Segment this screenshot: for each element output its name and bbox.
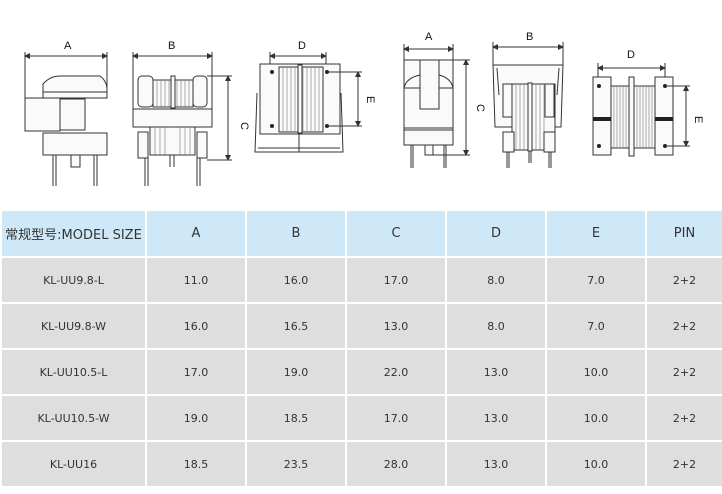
cell-e: 10.0 <box>545 394 647 442</box>
cell-e: 7.0 <box>545 256 647 304</box>
cell-a: 19.0 <box>145 394 247 442</box>
table-row: KL-UU16 18.5 23.5 28.0 13.0 10.0 2+2 <box>0 440 722 488</box>
drawing-uu16-side-a: A C <box>403 31 486 168</box>
cell-model: KL-UU9.8-L <box>0 256 147 304</box>
dimension-label-e: E <box>364 96 376 103</box>
drawing-uu9-front-b: B C <box>132 40 250 186</box>
header-c: C <box>345 209 447 258</box>
header-b: B <box>245 209 347 258</box>
cell-d: 13.0 <box>445 440 547 488</box>
dimension-label-a-2: A <box>425 31 433 43</box>
drawing-uu9-side-a: A <box>24 40 108 186</box>
dimension-label-c: C <box>238 122 250 130</box>
table-row: KL-UU9.8-W 16.0 16.5 13.0 8.0 7.0 2+2 <box>0 302 722 350</box>
cell-pin: 2+2 <box>645 302 722 350</box>
table-row: KL-UU10.5-W 19.0 18.5 17.0 13.0 10.0 2+2 <box>0 394 722 442</box>
cell-d: 13.0 <box>445 394 547 442</box>
cell-e: 7.0 <box>545 302 647 350</box>
cell-pin: 2+2 <box>645 440 722 488</box>
cell-d: 8.0 <box>445 302 547 350</box>
cell-e: 10.0 <box>545 440 647 488</box>
cell-pin: 2+2 <box>645 394 722 442</box>
header-pin: PIN <box>645 209 722 258</box>
dimension-label-c-2: C <box>474 104 486 112</box>
drawing-uu16-front-b: B <box>492 31 564 168</box>
cell-e: 10.0 <box>545 348 647 396</box>
cell-c: 13.0 <box>345 302 447 350</box>
cell-b: 23.5 <box>245 440 347 488</box>
cell-c: 17.0 <box>345 394 447 442</box>
cell-model: KL-UU16 <box>0 440 147 488</box>
dimension-label-d: D <box>298 40 306 52</box>
cell-c: 17.0 <box>345 256 447 304</box>
table-row: KL-UU10.5-L 17.0 19.0 22.0 13.0 10.0 2+2 <box>0 348 722 396</box>
cell-c: 28.0 <box>345 440 447 488</box>
model-size-table: 常规型号:MODEL SIZE A B C D E PIN KL-UU9.8-L… <box>0 209 722 488</box>
drawing-uu9-top-d: D E <box>254 40 376 153</box>
dimension-label-d-2: D <box>627 49 635 61</box>
cell-a: 11.0 <box>145 256 247 304</box>
cell-a: 16.0 <box>145 302 247 350</box>
cell-d: 13.0 <box>445 348 547 396</box>
dimension-label-e-2: E <box>692 116 704 123</box>
dimension-label-b-2: B <box>526 31 533 43</box>
header-d: D <box>445 209 547 258</box>
cell-pin: 2+2 <box>645 256 722 304</box>
dimension-label-b: B <box>168 40 175 52</box>
cell-b: 19.0 <box>245 348 347 396</box>
cell-a: 17.0 <box>145 348 247 396</box>
table-row: KL-UU9.8-L 11.0 16.0 17.0 8.0 7.0 2+2 <box>0 256 722 304</box>
cell-b: 18.5 <box>245 394 347 442</box>
cell-model: KL-UU10.5-L <box>0 348 147 396</box>
header-model-size: 常规型号:MODEL SIZE <box>0 209 147 258</box>
cell-a: 18.5 <box>145 440 247 488</box>
cell-c: 22.0 <box>345 348 447 396</box>
product-dimension-drawings: A B C D <box>24 31 704 186</box>
table-header-row: 常规型号:MODEL SIZE A B C D E PIN <box>0 209 722 258</box>
drawing-uu16-top-d: D E <box>592 49 704 157</box>
cell-pin: 2+2 <box>645 348 722 396</box>
header-a: A <box>145 209 247 258</box>
cell-b: 16.5 <box>245 302 347 350</box>
cell-model: KL-UU10.5-W <box>0 394 147 442</box>
cell-d: 8.0 <box>445 256 547 304</box>
cell-b: 16.0 <box>245 256 347 304</box>
dimension-label-a: A <box>64 40 72 52</box>
header-e: E <box>545 209 647 258</box>
cell-model: KL-UU9.8-W <box>0 302 147 350</box>
